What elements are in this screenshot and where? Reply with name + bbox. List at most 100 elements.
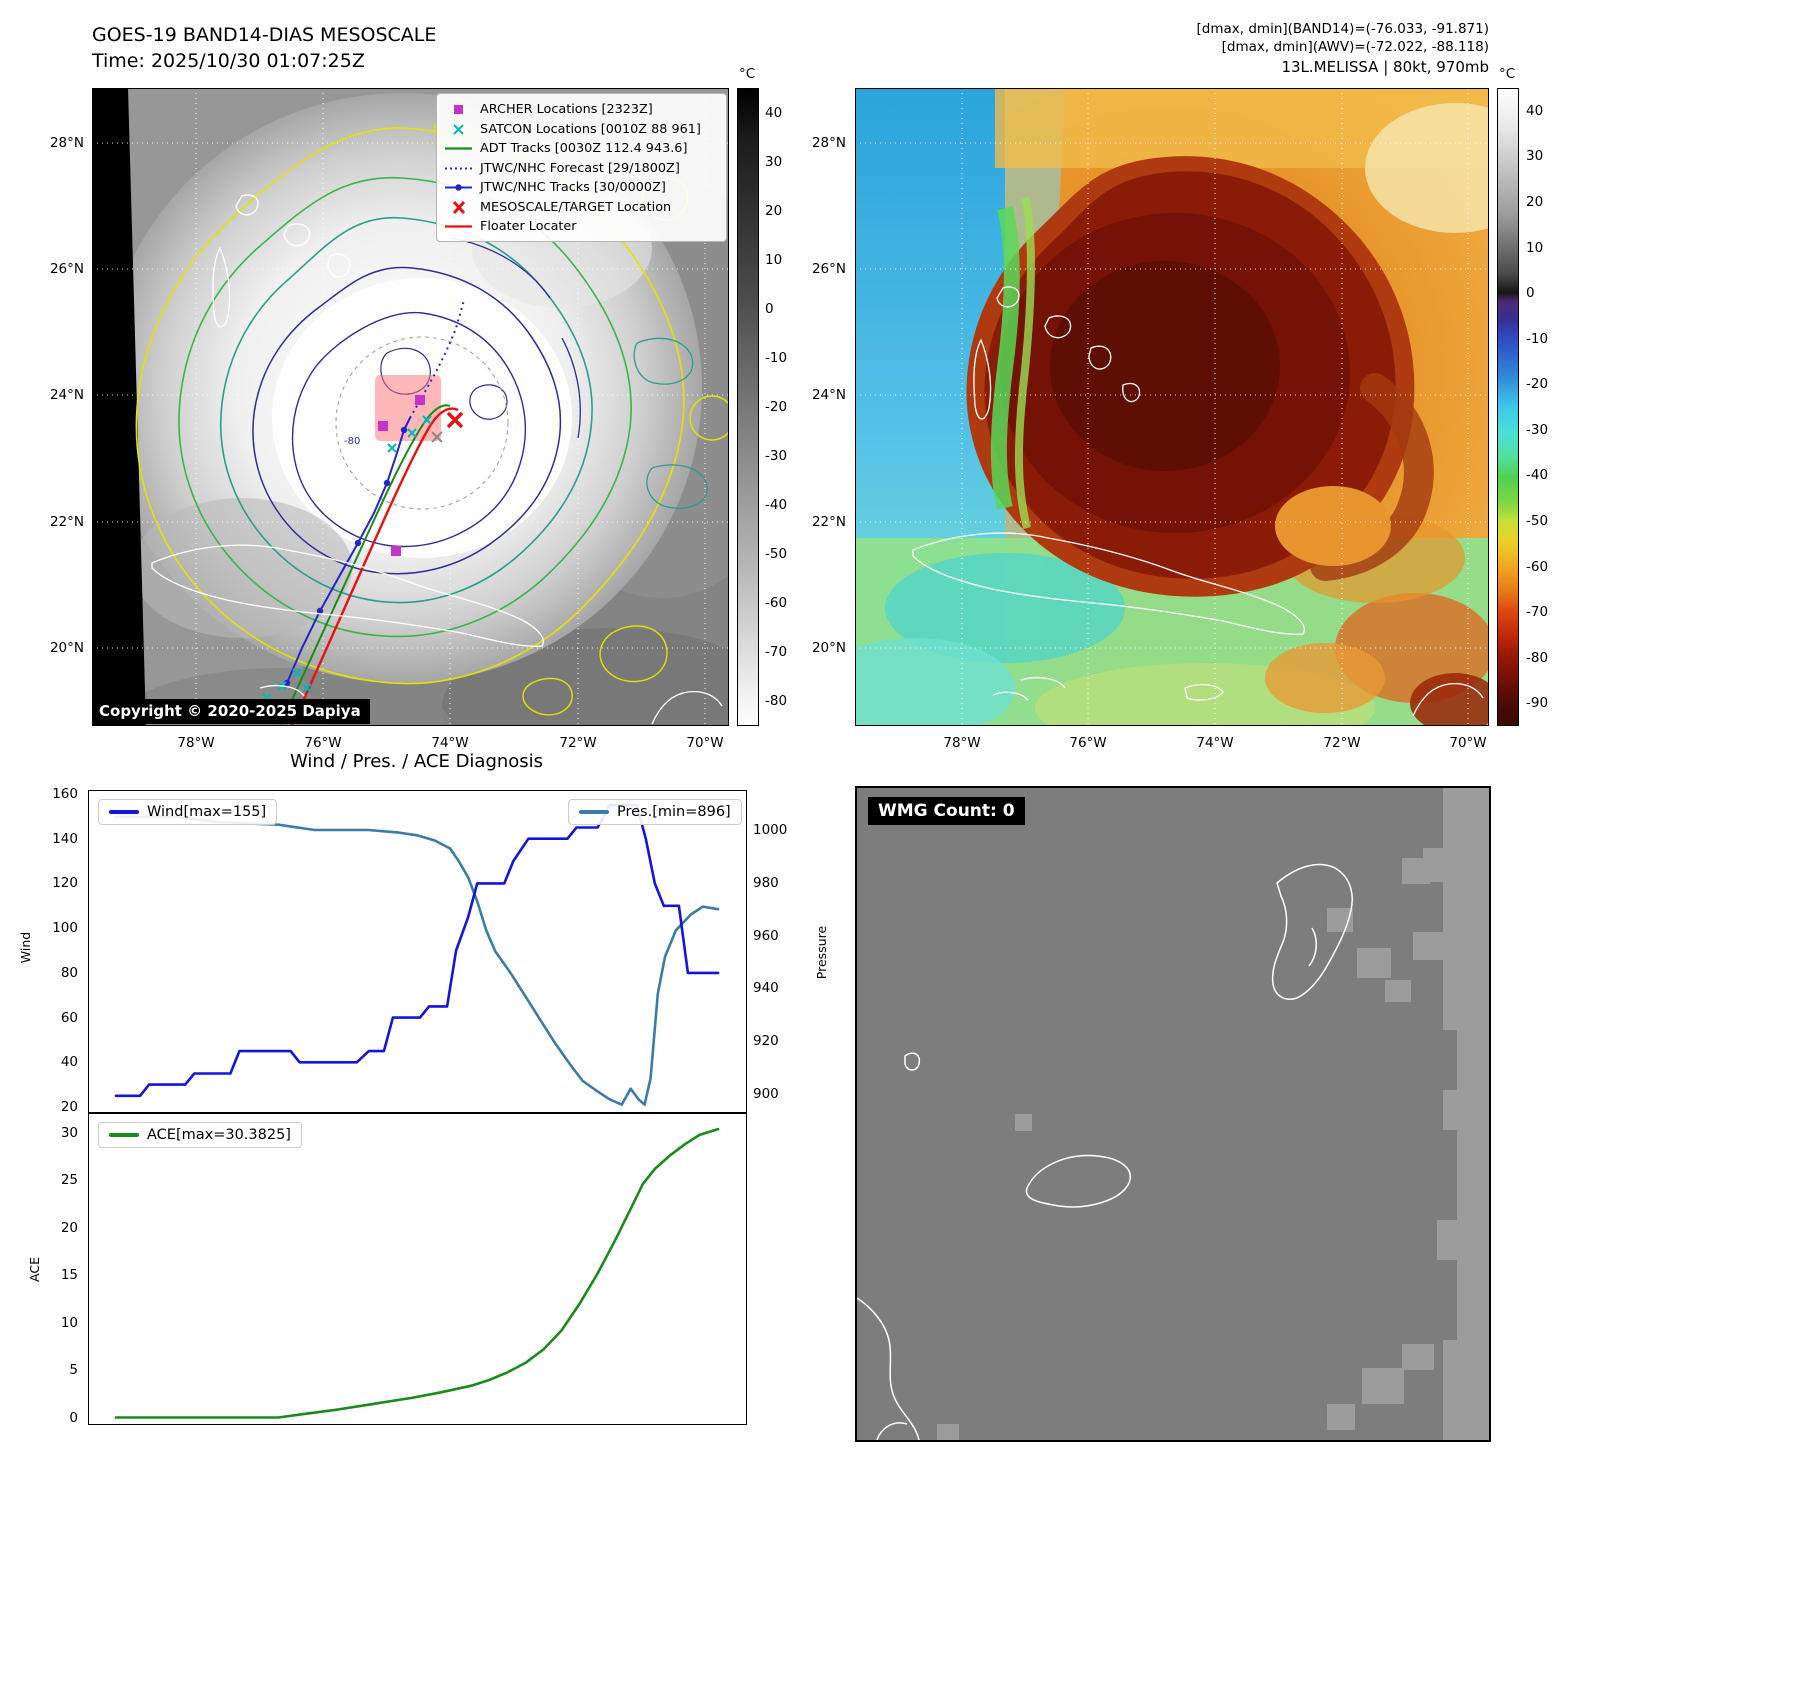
- coastlines: [912, 286, 1484, 717]
- band14-panel-title: GOES-19 BAND14-DIAS MESOSCALE: [92, 24, 437, 46]
- legend-label: JTWC/NHC Forecast [29/1800Z]: [480, 160, 680, 176]
- legend-label: ADT Tracks [0030Z 112.4 943.6]: [480, 141, 688, 157]
- jtwc-track: [283, 417, 411, 687]
- ace-axis-tick: 30: [60, 1124, 78, 1141]
- adt-track-line: [279, 404, 451, 726]
- ACE[max=30.3825]-line: [114, 1127, 720, 1419]
- pressure-axis-tick: 1000: [753, 822, 788, 838]
- band14-colorbar-tick: -60: [765, 595, 788, 612]
- legend-item: JTWC/NHC Forecast [29/1800Z]: [443, 159, 720, 179]
- wmg-panel[interactable]: [855, 786, 1491, 1442]
- band14-time-label: Time: 2025/10/30 01:07:25Z: [92, 50, 365, 72]
- wind-legend-label: Wind[max=155]: [147, 804, 267, 820]
- awv-colorbar-unit: °C: [1499, 66, 1516, 82]
- dotted-marker-icon: [445, 167, 472, 170]
- band14-lat-tick: 26°N: [49, 261, 84, 277]
- wind-pressure-chart[interactable]: [88, 790, 747, 1113]
- awv-colorbar-tick: 40: [1526, 102, 1544, 119]
- ace-chart[interactable]: [88, 1113, 747, 1425]
- band14-lat-tick: 24°N: [49, 387, 84, 403]
- ace-axis-tick: 10: [60, 1314, 78, 1331]
- band14-colorbar-tick: -20: [765, 399, 788, 415]
- legend-label: Floater Locater: [480, 219, 577, 235]
- awv-colorbar-tick: -50: [1526, 512, 1549, 529]
- band14-colorbar-tick: 30: [765, 153, 783, 170]
- archer-markers: [378, 395, 425, 556]
- wmg-count-label: WMG Count: 0: [868, 797, 1025, 825]
- wind-axis-tick: 80: [60, 964, 78, 981]
- copyright-label: Copyright © 2020-2025 Dapiya: [93, 699, 370, 724]
- ace-axis-tick: 0: [69, 1410, 78, 1426]
- ace-legend: ACE[max=30.3825]: [98, 1122, 302, 1148]
- band14-colorbar-tick: 0: [765, 300, 774, 317]
- x-bold-marker-icon: [452, 200, 466, 214]
- square-marker-icon: [454, 105, 463, 115]
- legend-label: SATCON Locations [0010Z 88 961]: [480, 121, 701, 137]
- wind-axis-tick: 40: [60, 1054, 78, 1071]
- band14-lon-tick: 70°W: [686, 735, 724, 751]
- awv-colorbar-tick: -80: [1526, 649, 1549, 666]
- ace-axis-tick: 20: [60, 1219, 78, 1236]
- awv-colorbar-tick: -60: [1526, 558, 1549, 575]
- band14-colorbar-tick: -70: [765, 644, 788, 661]
- ace-legend-label: ACE[max=30.3825]: [147, 1127, 291, 1143]
- Pres.[min=896]-line: [114, 815, 720, 1106]
- legend-item: ARCHER Locations [2323Z]: [443, 100, 720, 120]
- floater-track-line: [290, 407, 459, 726]
- band14-map-legend: ARCHER Locations [2323Z] SATCON Locations…: [436, 93, 727, 242]
- band14-colorbar-tick: -40: [765, 497, 788, 514]
- band14-colorbar-tick: 20: [765, 202, 783, 219]
- band14-colorbar-tick: -30: [765, 448, 788, 465]
- wind-axis-tick: 140: [52, 830, 78, 847]
- pressure-axis-tick: 940: [753, 980, 779, 997]
- pres-legend-label: Pres.[min=896]: [617, 804, 731, 820]
- dmax-band14-label: [dmax, dmin](BAND14)=(-76.033, -91.871): [1196, 21, 1489, 37]
- land-pixels: [937, 788, 1489, 1440]
- map-frame: [855, 88, 1489, 726]
- awv-colorbar-tick: -10: [1526, 330, 1549, 347]
- ace-axis-tick: 25: [60, 1172, 78, 1189]
- band14-lon-tick: 72°W: [559, 735, 597, 751]
- awv-colorbar: [1497, 88, 1519, 726]
- awv-lon-tick: 76°W: [1069, 735, 1107, 751]
- legend-item: SATCON Locations [0010Z 88 961]: [443, 120, 720, 140]
- band14-lat-tick: 28°N: [49, 135, 84, 151]
- pressure-axis-tick: 980: [753, 874, 779, 891]
- graticule: [855, 88, 1489, 726]
- awv-colorbar-tick: -90: [1526, 695, 1549, 712]
- ace-line-swatch: [109, 1133, 139, 1137]
- wind-axis-tick: 120: [52, 875, 78, 892]
- band14-lat-tick: 22°N: [49, 514, 84, 530]
- band14-colorbar: [737, 88, 759, 726]
- coastlines: [151, 194, 723, 725]
- band14-colorbar-tick: -80: [765, 693, 788, 710]
- map-frame: [92, 88, 729, 726]
- awv-lat-tick: 28°N: [811, 135, 846, 151]
- wind-legend: Wind[max=155]: [98, 799, 278, 825]
- band14-colorbar-tick: -10: [765, 349, 788, 366]
- wind-axis-tick: 100: [52, 920, 78, 937]
- band14-colorbar-unit: °C: [739, 66, 756, 82]
- awv-satellite-map[interactable]: [855, 88, 1489, 726]
- wind-axis-tick: 160: [52, 786, 78, 802]
- band14-colorbar-tick: 10: [765, 251, 783, 268]
- pressure-axis-title: Pressure: [814, 925, 830, 980]
- jtwc-forecast-line: [409, 299, 465, 419]
- line-dot-marker-icon: [445, 184, 472, 191]
- dmax-awv-label: [dmax, dmin](AWV)=(-72.022, -88.118): [1221, 39, 1489, 55]
- pressure-axis-tick: 960: [753, 927, 779, 944]
- target-x-marker: [446, 411, 464, 429]
- ace-axis-tick: 15: [60, 1267, 78, 1284]
- band14-lat-tick: 20°N: [49, 640, 84, 656]
- band14-lon-tick: 74°W: [431, 735, 469, 751]
- awv-lat-tick: 20°N: [811, 640, 846, 656]
- pressure-axis-tick: 920: [753, 1033, 779, 1050]
- wind-axis-title: Wind: [18, 931, 34, 964]
- contour-value-label: -80: [344, 436, 360, 447]
- pressure-axis-tick: 900: [753, 1086, 779, 1102]
- awv-colorbar-tick: -70: [1526, 604, 1549, 621]
- wind-axis-tick: 20: [60, 1099, 78, 1115]
- line-marker-icon: [445, 225, 472, 228]
- pres-legend: Pres.[min=896]: [568, 799, 742, 825]
